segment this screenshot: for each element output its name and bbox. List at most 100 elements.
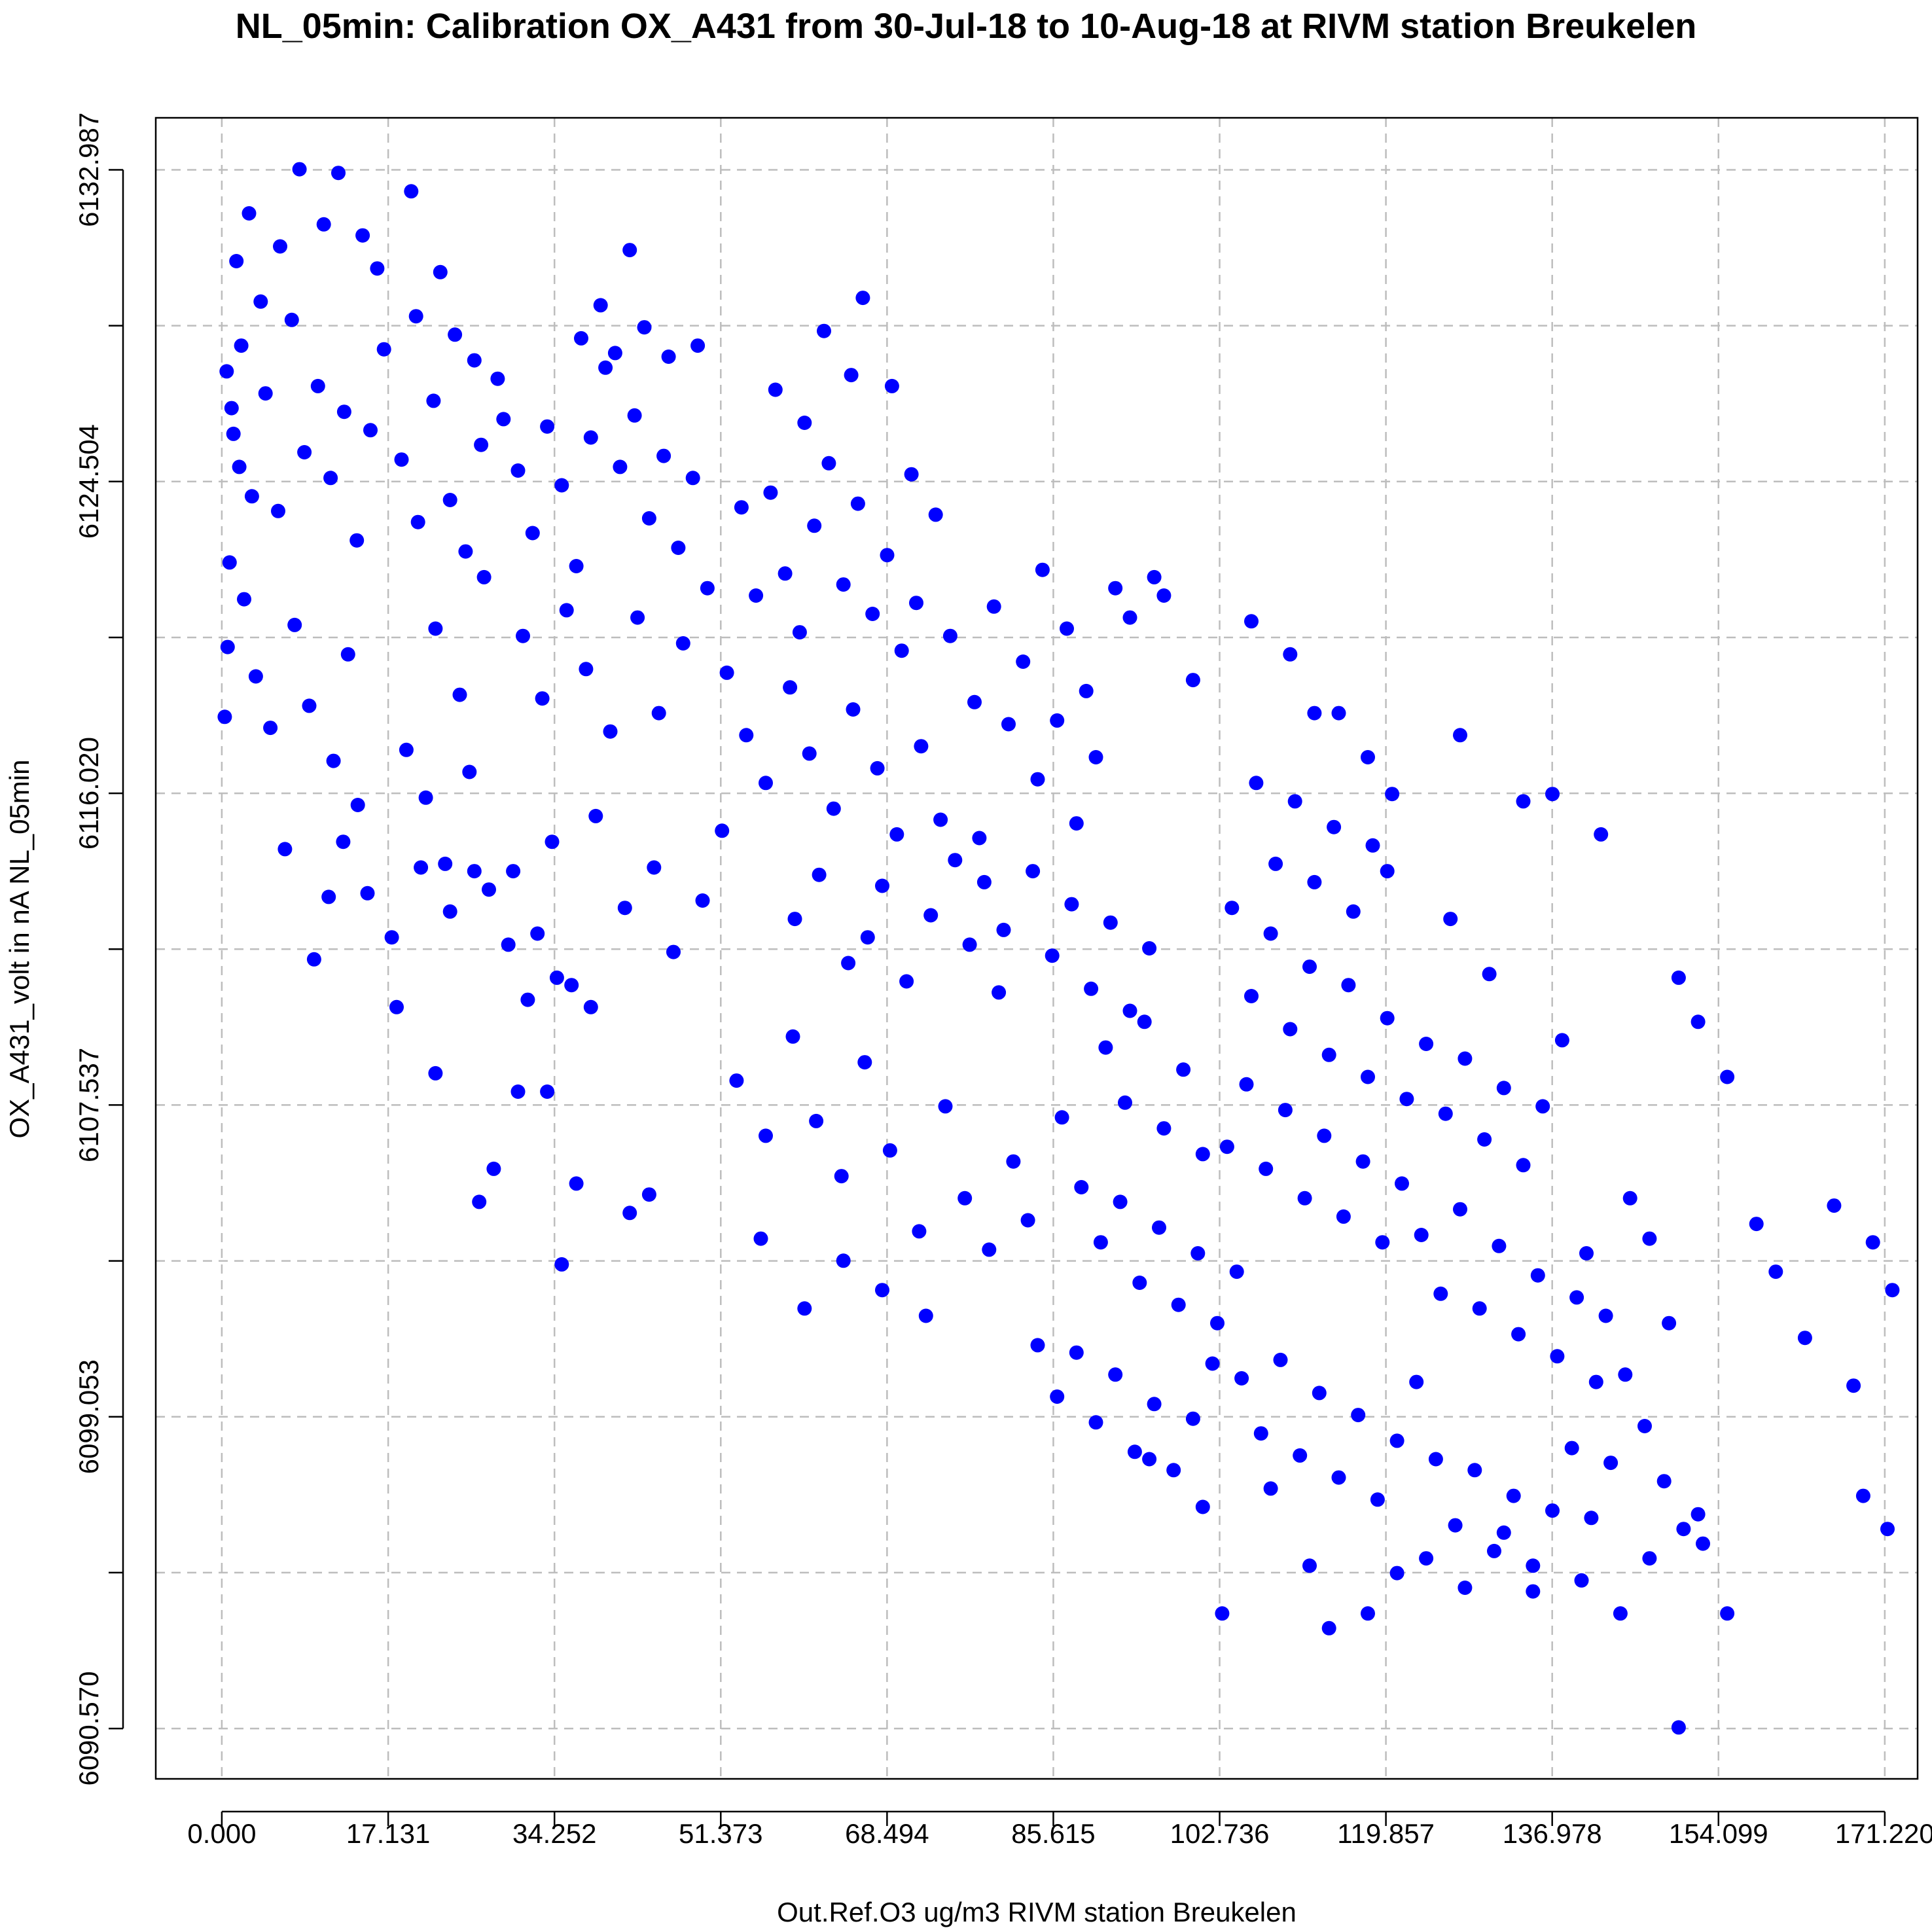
data-point xyxy=(1302,1558,1317,1573)
data-point xyxy=(1720,1606,1735,1621)
data-point xyxy=(474,437,489,452)
data-point xyxy=(850,496,865,511)
data-point xyxy=(836,1253,851,1268)
chart-title: NL_05min: Calibration OX_A431 from 30-Ju… xyxy=(236,7,1697,46)
data-point xyxy=(234,338,249,353)
data-point xyxy=(1253,1426,1268,1441)
data-point xyxy=(237,592,251,607)
data-point xyxy=(360,885,375,901)
data-point xyxy=(826,801,841,816)
data-point xyxy=(287,617,302,632)
data-point xyxy=(355,228,370,243)
data-point xyxy=(884,378,899,393)
data-point xyxy=(1855,1488,1870,1503)
data-point xyxy=(685,471,700,486)
data-point xyxy=(1662,1315,1677,1331)
data-point xyxy=(1690,1014,1706,1029)
data-point xyxy=(817,323,831,338)
data-point xyxy=(263,721,278,736)
data-point xyxy=(217,709,232,724)
data-point xyxy=(957,1190,973,1206)
data-point xyxy=(583,430,598,445)
data-point xyxy=(1205,1356,1220,1371)
data-point xyxy=(1103,915,1118,930)
data-point xyxy=(870,760,885,776)
data-point xyxy=(986,599,1001,614)
data-point xyxy=(224,401,239,416)
data-point xyxy=(641,1187,656,1202)
data-point xyxy=(520,992,535,1007)
data-point xyxy=(1001,717,1016,732)
data-point xyxy=(647,860,662,875)
grid-layer xyxy=(156,118,1918,1779)
data-point xyxy=(1132,1276,1147,1290)
data-point xyxy=(1656,1474,1672,1489)
data-point xyxy=(1448,1518,1463,1533)
data-point xyxy=(700,581,715,596)
x-axis-label: Out.Ref.O3 ug/m3 RIVM station Breukelen xyxy=(777,1897,1297,1927)
data-point xyxy=(510,1084,526,1099)
data-point xyxy=(1060,621,1074,636)
data-point xyxy=(1768,1264,1783,1279)
data-point xyxy=(666,944,681,959)
data-point xyxy=(297,445,312,459)
x-tick-label: 119.857 xyxy=(1337,1818,1435,1849)
data-point xyxy=(1321,1620,1336,1636)
data-point xyxy=(1526,1558,1541,1573)
data-point xyxy=(306,952,321,967)
data-point xyxy=(433,264,448,279)
data-point xyxy=(1054,1110,1069,1125)
data-point xyxy=(1239,1077,1254,1092)
data-point xyxy=(583,999,598,1014)
data-point xyxy=(525,526,540,541)
data-point xyxy=(1385,787,1400,802)
data-point xyxy=(1050,713,1065,728)
data-point xyxy=(1797,1331,1812,1346)
data-point xyxy=(1234,1371,1249,1386)
data-point xyxy=(1307,874,1322,889)
data-point xyxy=(1283,647,1298,662)
data-point xyxy=(1579,1246,1594,1261)
data-point xyxy=(1307,706,1322,721)
axes-layer: 0.000 17.131 34.252 51.373 68.494 85.615 102.7… xyxy=(73,113,1932,1849)
data-point xyxy=(545,834,560,850)
data-point xyxy=(1564,1440,1579,1456)
data-point xyxy=(1244,989,1259,1003)
data-point xyxy=(690,338,706,353)
data-point xyxy=(1370,1492,1385,1507)
data-point xyxy=(1297,1190,1312,1206)
data-point xyxy=(1613,1606,1628,1621)
data-point xyxy=(1827,1198,1842,1213)
data-point xyxy=(222,555,237,570)
data-point xyxy=(1622,1190,1637,1206)
data-point xyxy=(1122,610,1137,625)
data-point xyxy=(797,416,812,430)
data-point xyxy=(1045,948,1060,963)
data-point xyxy=(598,360,613,375)
data-point xyxy=(530,926,545,941)
data-point xyxy=(1361,750,1375,764)
data-point xyxy=(559,603,574,618)
data-point xyxy=(1069,1345,1084,1360)
data-point xyxy=(875,1283,889,1298)
data-point xyxy=(976,874,992,889)
data-point xyxy=(797,1301,812,1316)
data-point xyxy=(1428,1452,1443,1467)
data-point xyxy=(1642,1231,1657,1246)
data-point xyxy=(1545,787,1560,802)
data-point xyxy=(540,1084,555,1099)
x-tick-label: 85.615 xyxy=(1011,1818,1095,1849)
data-point xyxy=(410,514,425,529)
data-point xyxy=(857,1055,872,1070)
data-point xyxy=(506,864,521,879)
data-point xyxy=(656,448,671,463)
data-point xyxy=(389,999,404,1014)
data-point xyxy=(763,485,778,500)
data-point xyxy=(1511,1327,1526,1342)
data-point xyxy=(593,298,608,313)
data-point xyxy=(982,1242,997,1257)
data-point xyxy=(783,680,798,695)
data-point xyxy=(992,985,1007,1000)
x-tick-label: 17.131 xyxy=(346,1818,430,1849)
data-point xyxy=(349,533,365,548)
